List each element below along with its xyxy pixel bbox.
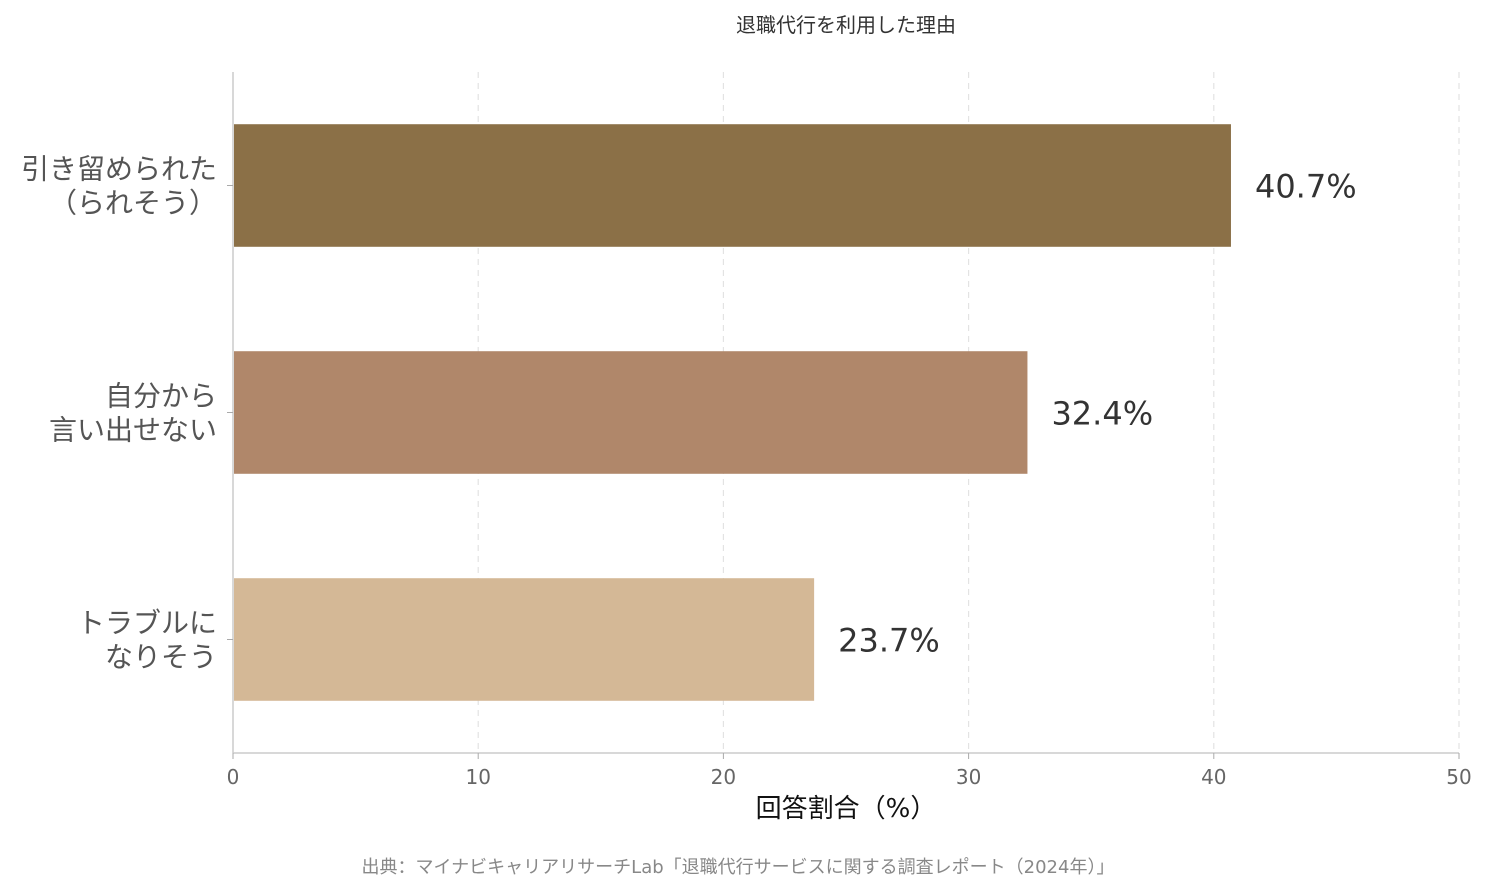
bar — [234, 124, 1231, 247]
x-tick-label: 30 — [956, 765, 981, 789]
bars — [234, 124, 1231, 701]
category-label: 言い出せない — [49, 414, 217, 447]
x-tick-label: 0 — [227, 765, 240, 789]
value-labels: 40.7% 32.4% 23.7% — [838, 168, 1356, 660]
bar — [234, 578, 815, 701]
bar-value-label: 40.7% — [1255, 168, 1357, 206]
bar-value-label: 32.4% — [1051, 395, 1153, 433]
x-axis-ticks: 0 10 20 30 40 50 — [227, 753, 1472, 789]
x-tick-label: 20 — [711, 765, 736, 789]
x-tick-label: 50 — [1446, 765, 1471, 789]
source-note: 出典：マイナビキャリアリサーチLab「退職代行サービスに関する調査レポート（20… — [362, 857, 1115, 878]
category-label: （られそう） — [49, 187, 217, 220]
category-label: 自分から — [105, 380, 217, 413]
bar-value-label: 23.7% — [838, 622, 940, 660]
category-label: なりそう — [105, 641, 217, 674]
category-label: 引き留められた — [21, 153, 217, 186]
x-axis-label: 回答割合（%） — [756, 794, 937, 824]
x-tick-label: 10 — [465, 765, 490, 789]
chart-title: 退職代行を利用した理由 — [736, 13, 956, 37]
bar — [234, 351, 1028, 474]
x-tick-label: 40 — [1201, 765, 1226, 789]
category-label: トラブルに — [77, 607, 217, 640]
